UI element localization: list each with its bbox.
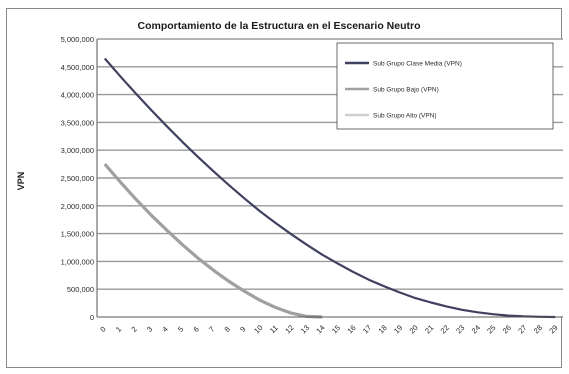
y-axis-label: VPN [16, 172, 26, 191]
series-line-2 [103, 163, 323, 319]
x-tick-label: 27 [516, 323, 528, 335]
legend: Sub Grupo Clase Media (VPN) Sub Grupo Baj… [336, 42, 554, 130]
x-tick-label: 29 [547, 323, 559, 335]
legend-box [336, 42, 554, 130]
y-tick-label: 5,000,000 [61, 35, 94, 44]
chart-canvas: Comportamiento de la Estructura en el Es… [16, 20, 563, 335]
x-tick-label: 24 [470, 323, 482, 335]
series-line-1 [103, 57, 556, 319]
y-tick-label: 4,000,000 [61, 91, 94, 100]
x-tick-label: 23 [454, 323, 466, 335]
x-tick-label: 28 [532, 323, 544, 335]
x-tick-label: 9 [238, 325, 247, 334]
x-tick-label: 19 [392, 323, 404, 335]
x-tick-label: 16 [345, 323, 357, 335]
x-tick-label: 6 [192, 325, 201, 334]
y-tick-label: 4,500,000 [61, 63, 94, 72]
x-tick-label: 10 [252, 323, 264, 335]
y-tick-label: 1,000,000 [61, 257, 94, 266]
y-tick-label: 2,000,000 [61, 202, 94, 211]
x-tick-label: 26 [501, 323, 513, 335]
y-axis-ticks: 0 500,000 1,000,000 1,500,000 2,000,000 2,500… [61, 35, 94, 322]
legend-label-1: Sub Grupo Clase Media (VPN) [373, 61, 462, 68]
x-tick-label: 11 [268, 323, 280, 335]
y-tick-label: 500,000 [67, 285, 94, 294]
x-tick-label: 21 [423, 323, 435, 335]
x-tick-label: 25 [485, 323, 497, 335]
x-axis-ticks: 0 1 2 3 4 5 6 7 8 9 10 11 12 13 14 15 16 17 18 19 20 21 22 23 24… [98, 323, 559, 335]
y-tick-label: 3,500,000 [61, 118, 94, 127]
x-tick-label: 5 [176, 325, 185, 334]
x-tick-label: 18 [376, 323, 388, 335]
x-tick-label: 13 [299, 323, 311, 335]
x-tick-label: 20 [408, 323, 420, 335]
chart-frame: Comportamiento de la Estructura en el Es… [6, 8, 563, 368]
chart-title: Comportamiento de la Estructura en el Es… [138, 20, 421, 32]
x-tick-label: 15 [330, 323, 342, 335]
x-tick-label: 3 [145, 325, 154, 334]
x-tick-label: 17 [361, 323, 373, 335]
x-tick-label: 8 [223, 325, 232, 334]
legend-label-3: Sub Grupo Alto (VPN) [373, 113, 437, 120]
y-tick-label: 1,500,000 [61, 230, 94, 239]
series-lines [103, 57, 556, 319]
y-tick-label: 3,000,000 [61, 146, 94, 155]
y-tick-label: 0 [90, 313, 94, 322]
x-tick-label: 12 [283, 323, 295, 335]
x-tick-label: 14 [314, 323, 326, 335]
legend-label-2: Sub Grupo Bajo (VPN) [373, 87, 439, 94]
x-tick-label: 2 [129, 325, 138, 334]
x-tick-label: 0 [98, 325, 107, 334]
x-tick-label: 4 [160, 325, 169, 334]
x-tick-label: 22 [439, 323, 451, 335]
x-tick-label: 1 [114, 325, 123, 334]
y-tick-label: 2,500,000 [61, 174, 94, 183]
x-tick-label: 7 [207, 325, 216, 334]
